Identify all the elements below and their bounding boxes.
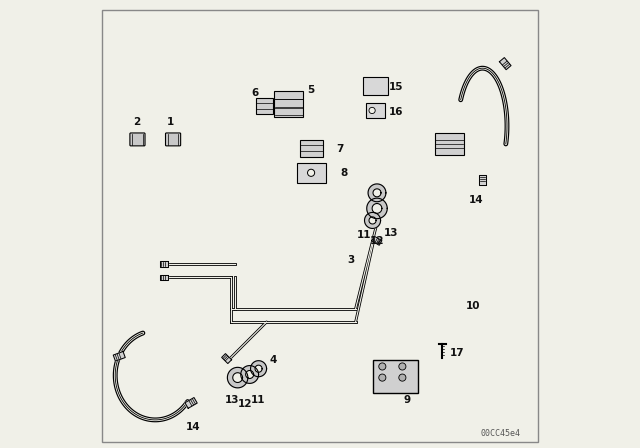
Text: 2: 2 <box>133 116 140 127</box>
Polygon shape <box>160 275 168 280</box>
Text: 10: 10 <box>465 302 480 311</box>
Text: 12: 12 <box>370 236 384 246</box>
Polygon shape <box>227 367 248 388</box>
Bar <box>364 77 388 95</box>
Circle shape <box>399 374 406 381</box>
Bar <box>366 103 385 117</box>
Circle shape <box>379 363 386 370</box>
Text: 9: 9 <box>403 395 410 405</box>
Circle shape <box>379 374 386 381</box>
Polygon shape <box>369 217 376 224</box>
Polygon shape <box>373 189 381 197</box>
Text: 5: 5 <box>307 86 315 95</box>
Text: 16: 16 <box>388 107 403 117</box>
Text: 4: 4 <box>269 355 277 365</box>
Polygon shape <box>372 236 382 245</box>
FancyBboxPatch shape <box>256 98 273 115</box>
Text: 15: 15 <box>388 82 403 92</box>
Text: 1: 1 <box>167 116 175 127</box>
Text: 12: 12 <box>238 399 252 409</box>
Text: 14: 14 <box>186 422 200 431</box>
FancyBboxPatch shape <box>300 140 323 157</box>
Bar <box>296 163 326 183</box>
Circle shape <box>399 363 406 370</box>
Text: 14: 14 <box>468 194 483 205</box>
FancyBboxPatch shape <box>130 133 145 146</box>
Polygon shape <box>365 212 381 228</box>
Polygon shape <box>368 184 386 202</box>
Text: 6: 6 <box>252 88 259 98</box>
FancyBboxPatch shape <box>166 133 180 146</box>
Polygon shape <box>246 370 253 379</box>
Polygon shape <box>113 352 125 361</box>
FancyBboxPatch shape <box>275 91 303 116</box>
Polygon shape <box>479 175 486 185</box>
FancyBboxPatch shape <box>435 133 463 155</box>
Polygon shape <box>233 373 243 383</box>
Polygon shape <box>160 261 168 267</box>
Circle shape <box>369 108 375 114</box>
Text: 13: 13 <box>384 228 399 238</box>
Text: 11: 11 <box>252 395 266 405</box>
Text: 00CC45e4: 00CC45e4 <box>481 429 520 438</box>
Polygon shape <box>367 198 387 219</box>
Polygon shape <box>372 203 382 213</box>
Text: 3: 3 <box>348 254 355 265</box>
Text: 7: 7 <box>337 144 344 154</box>
Polygon shape <box>185 397 197 408</box>
Text: 8: 8 <box>341 168 348 178</box>
FancyBboxPatch shape <box>373 360 418 393</box>
Polygon shape <box>241 366 259 383</box>
Polygon shape <box>250 361 267 377</box>
Polygon shape <box>499 58 511 70</box>
Text: 11: 11 <box>357 230 372 240</box>
Polygon shape <box>221 353 232 363</box>
Circle shape <box>308 169 315 177</box>
Polygon shape <box>255 365 262 372</box>
Text: 17: 17 <box>450 348 465 358</box>
Text: 13: 13 <box>225 395 239 405</box>
